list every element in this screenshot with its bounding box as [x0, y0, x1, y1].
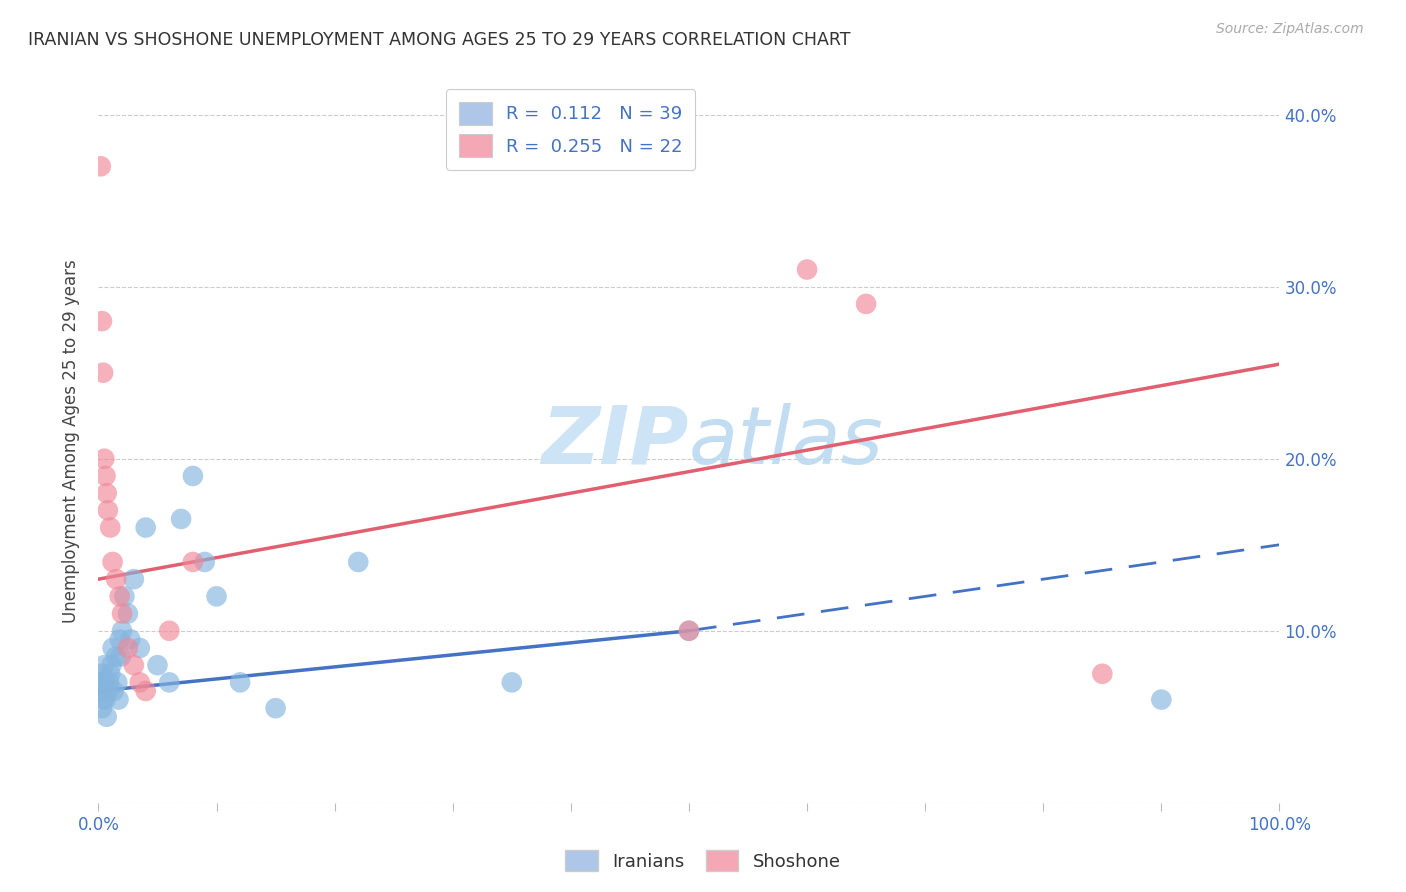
- Point: [91, 666, 114, 681]
- Point: [135, 684, 157, 698]
- Point: [93, 675, 115, 690]
- Point: [194, 555, 217, 569]
- Point: [94, 469, 117, 483]
- Point: [111, 624, 134, 638]
- Point: [101, 640, 124, 655]
- Point: [112, 590, 135, 604]
- Point: [98, 520, 121, 534]
- Point: [128, 675, 150, 690]
- Point: [89, 675, 111, 690]
- Point: [264, 701, 287, 715]
- Point: [94, 692, 117, 706]
- Point: [108, 590, 131, 604]
- Point: [98, 675, 121, 690]
- Point: [108, 632, 131, 647]
- Point: [100, 658, 122, 673]
- Legend: Iranians, Shoshone: Iranians, Shoshone: [558, 843, 848, 879]
- Point: [157, 675, 180, 690]
- Point: [678, 624, 700, 638]
- Point: [93, 451, 115, 466]
- Point: [146, 658, 169, 673]
- Point: [117, 640, 139, 655]
- Point: [105, 675, 128, 690]
- Point: [796, 262, 818, 277]
- Point: [111, 607, 134, 621]
- Point: [181, 555, 204, 569]
- Point: [205, 590, 228, 604]
- Point: [91, 366, 114, 380]
- Point: [117, 607, 139, 621]
- Point: [97, 684, 120, 698]
- Point: [128, 640, 150, 655]
- Point: [96, 486, 118, 500]
- Text: ZIP: ZIP: [541, 402, 689, 481]
- Point: [157, 624, 180, 638]
- Point: [91, 701, 114, 715]
- Point: [501, 675, 523, 690]
- Point: [120, 632, 142, 647]
- Point: [122, 572, 145, 586]
- Point: [105, 572, 128, 586]
- Text: IRANIAN VS SHOSHONE UNEMPLOYMENT AMONG AGES 25 TO 29 YEARS CORRELATION CHART: IRANIAN VS SHOSHONE UNEMPLOYMENT AMONG A…: [28, 31, 851, 49]
- Point: [181, 469, 204, 483]
- Text: Source: ZipAtlas.com: Source: ZipAtlas.com: [1216, 22, 1364, 37]
- Point: [105, 649, 128, 664]
- Point: [96, 710, 118, 724]
- Point: [135, 520, 157, 534]
- Point: [855, 297, 877, 311]
- Point: [90, 159, 112, 173]
- Point: [1150, 692, 1173, 706]
- Legend: R =  0.112   N = 39, R =  0.255   N = 22: R = 0.112 N = 39, R = 0.255 N = 22: [447, 89, 695, 170]
- Point: [122, 658, 145, 673]
- Point: [97, 503, 120, 517]
- Point: [170, 512, 193, 526]
- Point: [103, 684, 125, 698]
- Point: [347, 555, 370, 569]
- Point: [101, 555, 124, 569]
- Point: [91, 314, 114, 328]
- Point: [678, 624, 700, 638]
- Point: [107, 692, 129, 706]
- Point: [229, 675, 252, 690]
- Point: [91, 692, 114, 706]
- Point: [98, 666, 121, 681]
- Point: [90, 684, 112, 698]
- Y-axis label: Unemployment Among Ages 25 to 29 years: Unemployment Among Ages 25 to 29 years: [62, 260, 80, 624]
- Point: [110, 649, 132, 664]
- Point: [1091, 666, 1114, 681]
- Point: [93, 658, 115, 673]
- Text: atlas: atlas: [689, 402, 884, 481]
